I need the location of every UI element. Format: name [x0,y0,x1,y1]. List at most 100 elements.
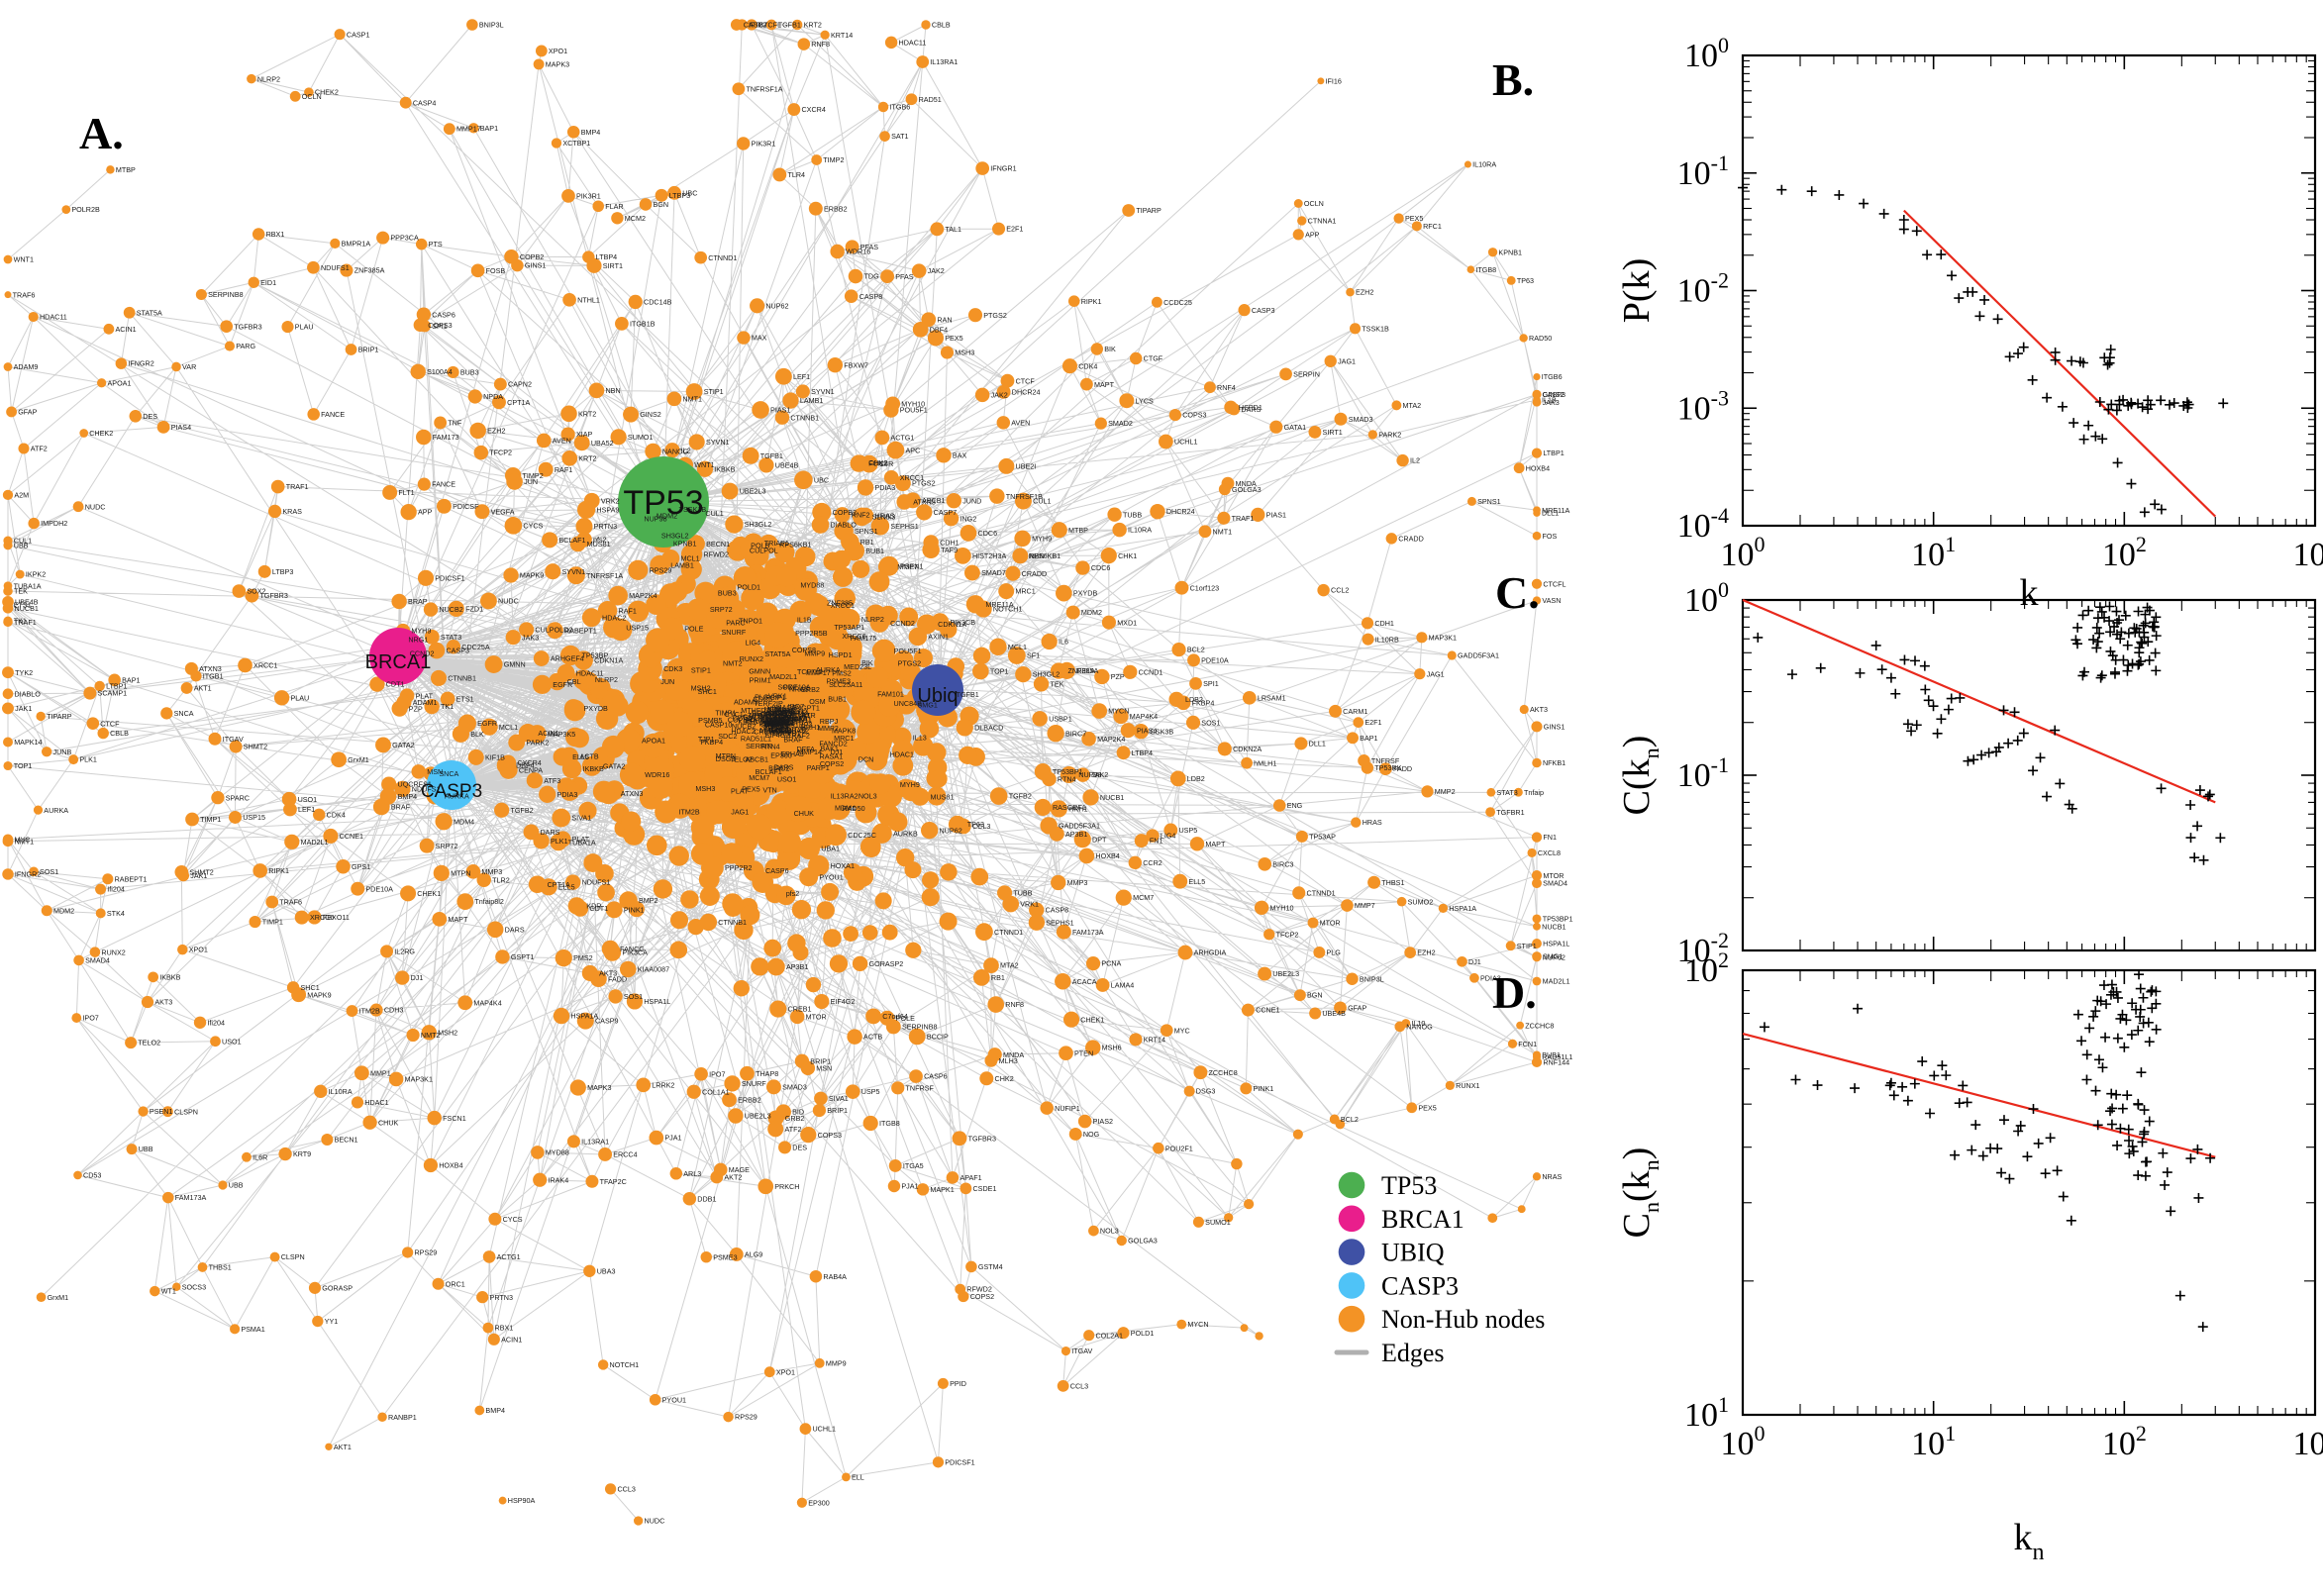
svg-text:CYCS: CYCS [503,1215,523,1224]
svg-text:PLK1: PLK1 [551,837,568,846]
svg-text:POLE: POLE [896,1014,915,1023]
svg-text:LTBP3: LTBP3 [669,191,690,200]
svg-text:APP: APP [418,508,433,517]
svg-text:PLG: PLG [1327,948,1342,957]
svg-text:POLR2B: POLR2B [71,205,100,214]
svg-text:ITGA5: ITGA5 [903,1161,924,1170]
svg-text:CDC25C: CDC25C [848,831,876,840]
svg-text:CASP7: CASP7 [934,508,958,517]
svg-text:COPS3: COPS3 [1182,411,1206,420]
svg-text:BAP1: BAP1 [480,124,498,133]
svg-text:MMP7: MMP7 [1355,901,1375,910]
svg-text:A2M: A2M [14,491,29,500]
svg-text:TFCP2: TFCP2 [489,449,512,457]
svg-text:NLRP2: NLRP2 [257,74,280,83]
svg-text:TNF: TNF [448,419,462,428]
svg-text:RB1: RB1 [860,538,874,547]
svg-text:CCR2: CCR2 [1143,858,1162,867]
svg-text:CTNNB1: CTNNB1 [790,413,819,422]
svg-text:MSH3: MSH3 [695,784,715,793]
svg-text:USO1: USO1 [222,1037,242,1046]
svg-text:CCNE1: CCNE1 [1256,1006,1279,1015]
svg-text:TLR2: TLR2 [492,875,510,884]
svg-text:UBE2L3: UBE2L3 [1272,969,1299,978]
svg-text:FZD1: FZD1 [465,605,483,614]
svg-text:CDK4: CDK4 [1078,361,1097,370]
svg-text:VTN: VTN [762,786,776,795]
svg-text:CD53: CD53 [83,1171,101,1180]
svg-text:THAP8: THAP8 [756,1069,778,1078]
svg-text:ZNF385A: ZNF385A [354,266,385,275]
svg-text:SOS1: SOS1 [624,992,643,1001]
svg-text:IKPK2: IKPK2 [26,570,46,579]
svg-text:CDT1: CDT1 [589,904,608,913]
svg-text:CASP6: CASP6 [924,1072,948,1081]
svg-text:ELL5: ELL5 [558,882,575,891]
svg-text:NDUFS1: NDUFS1 [321,263,350,272]
svg-text:LIG4: LIG4 [746,638,761,647]
svg-text:TAL1: TAL1 [945,225,961,234]
svg-text:PXYDB: PXYDB [583,704,608,713]
svg-text:VEGFA: VEGFA [491,507,515,516]
svg-text:TNFRSF1B: TNFRSF1B [1006,492,1043,501]
svg-text:IL10: IL10 [1411,1019,1425,1028]
svg-text:JAK2: JAK2 [991,390,1008,399]
svg-text:ACIN1: ACIN1 [538,729,558,738]
svg-text:GADD5F3A1: GADD5F3A1 [1458,651,1499,660]
svg-text:MAP3K1: MAP3K1 [1429,633,1457,642]
svg-text:MAP4K4: MAP4K4 [1130,712,1158,721]
svg-text:SNURF: SNURF [721,628,746,637]
svg-text:FCN1: FCN1 [868,459,887,468]
svg-text:BMP4: BMP4 [398,792,418,801]
svg-text:ADAM1: ADAM1 [413,698,438,707]
svg-text:RBX1: RBX1 [495,1324,514,1333]
svg-text:MCM7: MCM7 [1133,893,1154,902]
svg-text:TGFB2: TGFB2 [510,806,533,815]
svg-text:MMP7: MMP7 [897,562,918,571]
svg-text:RNF8: RNF8 [811,40,830,49]
svg-text:HDAC1: HDAC1 [890,750,914,759]
svg-text:JAK2: JAK2 [1091,770,1108,779]
svg-text:C1orf123: C1orf123 [1190,583,1220,592]
svg-text:NFKB1: NFKB1 [1543,758,1566,767]
svg-text:IL13RA2: IL13RA2 [831,792,858,801]
svg-text:E2F1: E2F1 [1006,225,1023,234]
svg-text:SIVA1: SIVA1 [829,1094,849,1103]
svg-text:APAF1: APAF1 [960,1173,981,1182]
svg-text:HRH1: HRH1 [1068,805,1088,814]
svg-text:TRAF1: TRAF1 [1232,514,1255,523]
svg-text:CDKN2A: CDKN2A [1233,745,1262,753]
svg-text:MTOR: MTOR [806,1012,827,1021]
svg-text:EZH2: EZH2 [1356,288,1373,297]
svg-text:MMP2: MMP2 [1435,787,1456,796]
svg-text:PIAS4: PIAS4 [171,423,191,432]
svg-text:TIMP1: TIMP1 [715,709,736,718]
svg-text:SOX2: SOX2 [247,587,265,596]
svg-text:103: 103 [2293,532,2323,573]
svg-text:TAF9: TAF9 [941,546,958,554]
svg-text:USO1: USO1 [298,795,318,804]
svg-text:CPT1A: CPT1A [507,398,530,407]
svg-text:TGFBR3: TGFBR3 [968,1134,996,1143]
svg-text:WT1: WT1 [161,1287,176,1296]
svg-text:ITGB1: ITGB1 [203,671,224,680]
svg-text:NUCB1: NUCB1 [1100,793,1124,802]
svg-text:NBN: NBN [605,386,620,395]
svg-text:YY1: YY1 [325,1317,339,1326]
svg-text:TIMP1: TIMP1 [262,918,283,927]
svg-text:EP300: EP300 [808,1498,830,1507]
svg-text:MAPT: MAPT [448,915,468,924]
svg-text:XPO1: XPO1 [776,1367,795,1376]
svg-text:NOL3: NOL3 [858,791,877,800]
svg-text:CTGF: CTGF [1144,354,1163,363]
svg-text:PFAS: PFAS [895,272,914,281]
svg-text:FOSB: FOSB [486,266,506,275]
svg-text:HSPD1: HSPD1 [829,650,853,659]
svg-text:MAPK9: MAPK9 [307,990,331,999]
svg-text:IFI16: IFI16 [1326,76,1342,85]
svg-text:TOP1: TOP1 [990,667,1009,676]
svg-text:IKBKB: IKBKB [159,972,180,981]
svg-text:MMP9: MMP9 [826,1358,847,1367]
svg-text:PARK2: PARK2 [526,739,549,748]
svg-text:MYH10: MYH10 [1270,903,1294,912]
